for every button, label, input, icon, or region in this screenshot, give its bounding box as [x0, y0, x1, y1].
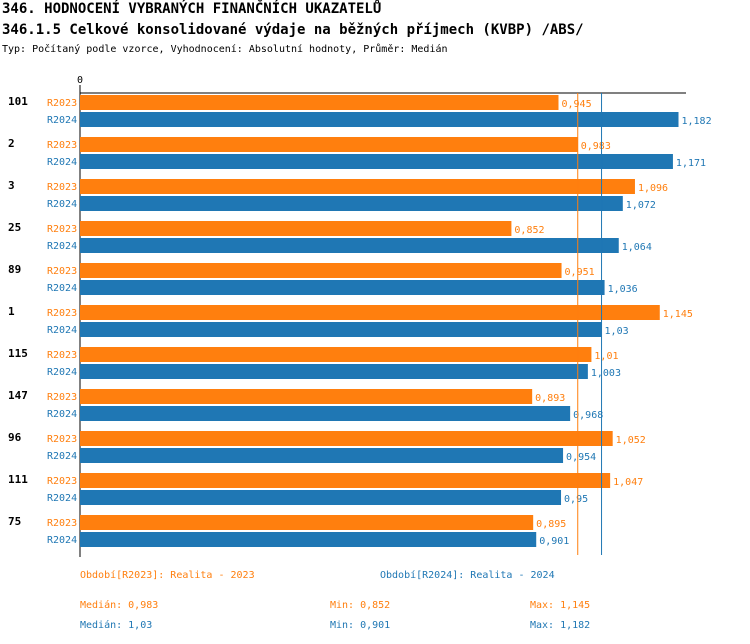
series-label: R2023: [47, 434, 77, 445]
bar: [80, 490, 562, 505]
category-label: 115: [8, 347, 28, 360]
category-label: 101: [8, 95, 28, 108]
data-label: 0,954: [566, 452, 596, 463]
data-label: 0,895: [536, 519, 566, 530]
legend-r2024: Období[R2024]: Realita - 2024: [380, 570, 555, 581]
bar: [80, 389, 533, 404]
category-label: 75: [8, 515, 21, 528]
chart-subtitle: 346.1.5 Celkové konsolidované výdaje na …: [2, 22, 584, 38]
category-label: 111: [8, 473, 28, 486]
bar: [80, 473, 611, 488]
category-label: 1: [8, 305, 15, 318]
bar: [80, 263, 562, 278]
bar: [80, 364, 588, 379]
median-r2023: Medián: 0,983: [80, 600, 159, 611]
bar: [80, 221, 512, 236]
data-label: 1,182: [682, 116, 712, 127]
bar: [80, 112, 679, 127]
series-label: R2023: [47, 392, 77, 403]
data-label: 1,096: [638, 183, 668, 194]
series-label: R2024: [47, 409, 77, 420]
bar: [80, 154, 673, 169]
series-label: R2023: [47, 224, 77, 235]
bar: [80, 179, 635, 194]
bar: [80, 448, 564, 463]
data-label: 1,064: [622, 242, 652, 253]
bar: [80, 406, 571, 421]
bar: [80, 305, 660, 320]
series-label: R2024: [47, 199, 77, 210]
bar: [80, 431, 613, 446]
data-label: 1,003: [591, 368, 621, 379]
data-label: 1,036: [608, 284, 638, 295]
series-label: R2024: [47, 241, 77, 252]
series-label: R2023: [47, 98, 77, 109]
bar: [80, 322, 602, 337]
data-label: 0,983: [581, 141, 611, 152]
series-label: R2023: [47, 476, 77, 487]
page-title: 346. HODNOCENÍ VYBRANÝCH FINANČNÍCH UKAZ…: [2, 1, 382, 17]
chart-description: Typ: Počítaný podle vzorce, Vyhodnocení:…: [2, 44, 448, 55]
series-label: R2023: [47, 350, 77, 361]
max-r2023: Max: 1,145: [530, 600, 591, 611]
min-r2023: Min: 0,852: [330, 600, 391, 611]
series-label: R2023: [47, 182, 77, 193]
bar: [80, 137, 578, 152]
data-label: 0,95: [564, 494, 588, 505]
series-label: R2024: [47, 283, 77, 294]
data-label: 0,945: [562, 99, 592, 110]
data-label: 1,072: [626, 200, 656, 211]
bar: [80, 347, 592, 362]
category-label: 147: [8, 389, 28, 402]
data-label: 0,901: [539, 536, 569, 547]
bar: [80, 280, 605, 295]
series-label: R2024: [47, 157, 77, 168]
max-r2024: Max: 1,182: [530, 620, 591, 631]
bar-chart: 0 101 R2023 0,945 R2024 1,182 2 R2023 0,983 R2024…: [8, 75, 712, 557]
bar: [80, 95, 559, 110]
data-label: 1,03: [605, 326, 629, 337]
data-label: 0,893: [535, 393, 565, 404]
series-label: R2023: [47, 140, 77, 151]
bar: [80, 238, 619, 253]
data-label: 1,145: [663, 309, 693, 320]
series-label: R2024: [47, 535, 77, 546]
series-label: R2024: [47, 451, 77, 462]
series-label: R2023: [47, 518, 77, 529]
bar: [80, 515, 534, 530]
series-label: R2024: [47, 325, 77, 336]
bar: [80, 196, 623, 211]
category-label: 3: [8, 179, 15, 192]
category-label: 96: [8, 431, 22, 444]
data-label: 1,047: [613, 477, 643, 488]
data-label: 0,852: [514, 225, 544, 236]
series-label: R2024: [47, 493, 77, 504]
data-label: 1,171: [676, 158, 706, 169]
data-label: 1,052: [616, 435, 646, 446]
data-label: 1,01: [594, 351, 618, 362]
data-label: 0,968: [573, 410, 603, 421]
category-label: 89: [8, 263, 21, 276]
series-label: R2023: [47, 266, 77, 277]
series-label: R2023: [47, 308, 77, 319]
median-r2024: Medián: 1,03: [80, 620, 153, 631]
x-tick-label: 0: [77, 75, 83, 86]
series-label: R2024: [47, 367, 77, 378]
bar: [80, 532, 537, 547]
min-r2024: Min: 0,901: [330, 620, 391, 631]
category-label: 25: [8, 221, 21, 234]
data-label: 0,951: [565, 267, 595, 278]
series-label: R2024: [47, 115, 77, 126]
category-label: 2: [8, 137, 15, 150]
legend-r2023: Období[R2023]: Realita - 2023: [80, 570, 255, 581]
